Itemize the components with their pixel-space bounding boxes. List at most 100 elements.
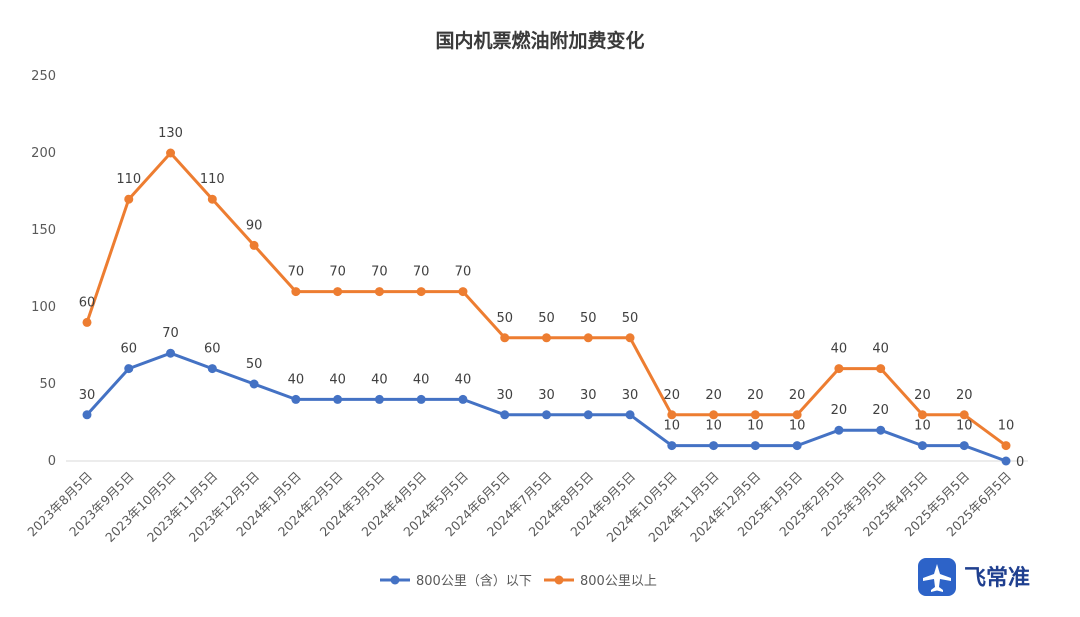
data-label: 10 [747,419,764,434]
series-1-point [500,410,510,420]
data-label: 70 [371,265,388,280]
series-1-point [458,394,468,404]
data-label: 0 [1016,455,1024,470]
legend-swatch-marker [390,575,400,585]
data-label: 30 [538,388,555,403]
y-tick-label: 250 [31,69,56,84]
series-1-point [750,441,760,451]
data-label: 20 [705,388,722,403]
series-1-point [917,441,927,451]
series-2-point [374,287,384,297]
data-label: 40 [872,342,889,357]
data-label: 110 [200,172,225,187]
series-2-point [458,287,468,297]
data-label: 20 [664,388,681,403]
series-1-point [667,441,677,451]
y-tick-label: 100 [31,300,56,315]
data-label: 70 [455,265,472,280]
data-label: 60 [79,295,96,310]
data-label: 20 [789,388,806,403]
series-1-point [374,394,384,404]
series-2-point [166,148,176,158]
series-1-point [792,441,802,451]
data-label: 90 [246,218,263,233]
data-label: 50 [496,311,513,326]
series-2-point [834,364,844,374]
series-2-point [82,317,92,327]
data-label: 50 [538,311,555,326]
data-label: 10 [956,419,973,434]
legend-swatch-marker [554,575,564,585]
series-2-point [1001,441,1011,451]
series-2-point [249,240,259,250]
series-1-point [82,410,92,420]
data-label: 20 [914,388,931,403]
series-2-point [917,410,927,420]
series-2-point [792,410,802,420]
y-tick-label: 0 [48,454,56,469]
data-label: 130 [158,126,183,141]
data-label: 70 [329,265,346,280]
series-1-point [625,410,635,420]
series-1-point [124,364,134,374]
series-1-point [207,364,217,374]
series-2-point [124,194,134,204]
series-2-point [709,410,719,420]
data-label: 10 [664,419,681,434]
data-label: 10 [705,419,722,434]
series-2-point [416,287,426,297]
series-2-point [959,410,969,420]
data-label: 40 [413,372,430,387]
data-label: 40 [455,372,472,387]
series-1-point [583,410,593,420]
data-label: 20 [747,388,764,403]
series-1-point [959,441,969,451]
series-layer [82,148,1011,466]
data-label: 60 [204,342,221,357]
data-label: 60 [120,342,137,357]
data-label: 50 [622,311,639,326]
data-label: 50 [580,311,597,326]
airplane-icon [923,564,951,592]
series-1-point [1001,456,1011,466]
logo-text: 飞常准 [964,565,1030,591]
series-2-point [625,333,635,343]
data-label: 110 [116,172,141,187]
data-label: 20 [956,388,973,403]
data-label: 30 [496,388,513,403]
data-label: 20 [872,403,889,418]
y-tick-label: 200 [31,146,56,161]
series-1-point [876,425,886,435]
series-2-point [207,194,217,204]
series-2-point [542,333,551,343]
y-tick-label: 50 [39,377,56,392]
series-1-point [834,425,844,435]
series-2-point [583,333,593,343]
series-1-point [291,394,301,404]
data-label: 30 [622,388,639,403]
data-label: 40 [329,372,346,387]
data-label: 10 [914,419,931,434]
legend-label: 800公里以上 [580,574,657,589]
data-label: 40 [371,372,388,387]
data-labels: 30 60 70 60 50 40 40 40 40 40 30 30 30 30 10 10 10 10 20 20… [79,126,1025,470]
series-1-point [333,394,343,404]
logo: 飞常准 [918,558,1030,596]
data-label: 50 [246,357,263,372]
series-1-point [416,394,426,404]
series-2-point [333,287,343,297]
legend-label: 800公里（含）以下 [416,573,532,589]
data-label: 40 [288,372,305,387]
series-1-point [709,441,719,451]
y-tick-label: 150 [31,223,56,238]
data-label: 20 [831,403,848,418]
data-label: 10 [789,419,806,434]
series-1-point [166,348,176,358]
chart-title: 国内机票燃油附加费变化 [435,29,644,52]
series-2-point [500,333,510,343]
series-2-point [291,287,301,297]
series-1-point [542,410,551,420]
data-label: 30 [580,388,597,403]
